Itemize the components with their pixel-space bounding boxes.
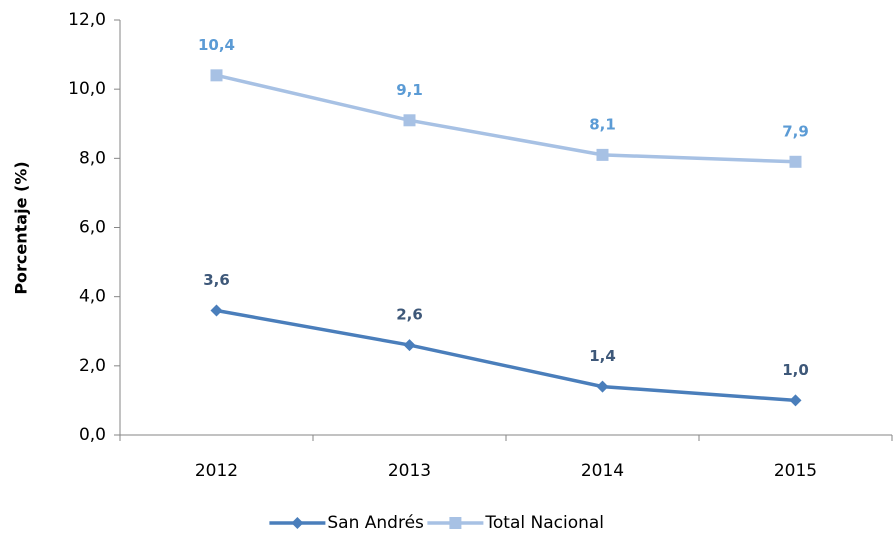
legend-symbol	[291, 517, 304, 529]
x-tick-label: 2013	[388, 461, 431, 481]
value-label: 10,4	[198, 36, 235, 54]
legend-label: San Andrés	[327, 513, 424, 533]
y-tick-label: 4,0	[79, 287, 106, 307]
series-line	[216, 73, 796, 164]
value-label: 2,6	[396, 306, 423, 324]
value-label: 1,4	[589, 347, 616, 365]
data-point	[596, 380, 609, 393]
legend-label: Total Nacional	[484, 513, 604, 533]
data-point	[789, 394, 802, 407]
y-axis-label: Porcentaje (%)	[12, 161, 31, 294]
x-tick-label: 2014	[581, 461, 624, 481]
value-label: 8,1	[589, 115, 616, 133]
y-tick-label: 10,0	[68, 79, 106, 99]
value-label: 7,9	[782, 122, 809, 140]
data-point	[789, 155, 802, 168]
y-tick-label: 0,0	[79, 425, 106, 445]
legend-symbol	[449, 517, 462, 529]
value-label: 1,0	[782, 361, 809, 379]
x-tick-label: 2015	[774, 461, 817, 481]
y-tick-label: 12,0	[68, 10, 106, 30]
y-tick-label: 2,0	[79, 356, 106, 376]
y-tick-label: 6,0	[79, 218, 106, 238]
y-tick-label: 8,0	[79, 148, 106, 168]
value-label: 3,6	[203, 271, 230, 289]
data-point	[210, 304, 223, 317]
x-tick-label: 2012	[195, 461, 238, 481]
series-line	[216, 308, 796, 403]
data-point	[403, 114, 416, 127]
data-point	[403, 339, 416, 352]
data-point	[596, 148, 609, 161]
value-label: 9,1	[396, 81, 423, 99]
data-point	[210, 69, 223, 82]
